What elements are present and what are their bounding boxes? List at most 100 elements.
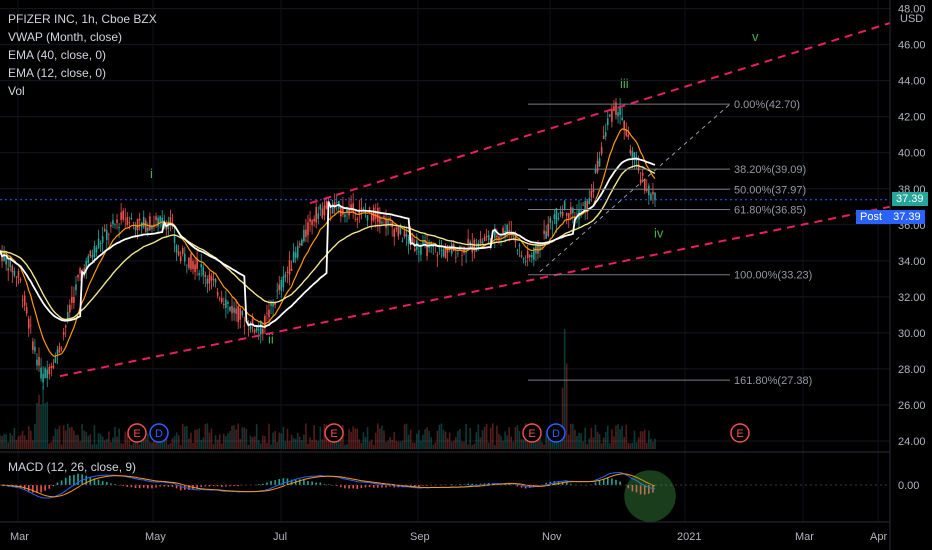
- candle-body: [317, 213, 320, 219]
- macd-histogram-bar: [155, 485, 157, 488]
- y-tick-label: 40.00: [898, 148, 926, 160]
- macd-histogram-bar: [606, 477, 609, 485]
- legend-vwap[interactable]: VWAP (Month, close): [8, 30, 123, 44]
- volume-bar: [266, 442, 268, 449]
- volume-bar: [223, 433, 225, 449]
- legend-ema40[interactable]: EMA (40, close, 0): [8, 48, 107, 62]
- volume-bar: [574, 429, 576, 449]
- candle-body: [547, 223, 550, 237]
- candle-body: [101, 236, 104, 243]
- macd-histogram-bar: [598, 480, 601, 485]
- volume-bar: [366, 427, 369, 449]
- volume-bar: [290, 434, 293, 449]
- volume-bar: [46, 401, 49, 449]
- volume-bar: [270, 444, 272, 449]
- macd-histogram-bar: [422, 485, 424, 486]
- volume-bar: [407, 434, 410, 449]
- macd-histogram-bar: [364, 485, 367, 488]
- candle-body: [335, 202, 338, 203]
- legend-vol[interactable]: Vol: [8, 84, 25, 98]
- macd-histogram-bar: [389, 485, 391, 487]
- candle-body: [407, 237, 410, 244]
- volume-bar: [344, 444, 346, 449]
- legend-ema12[interactable]: EMA (12, close, 0): [8, 66, 107, 80]
- candle-body: [313, 218, 315, 222]
- volume-bar: [294, 438, 297, 449]
- macd-histogram-bar: [204, 485, 207, 487]
- candle-body: [151, 225, 153, 229]
- candle-body: [253, 329, 256, 333]
- candle-body: [360, 207, 363, 209]
- macd-histogram-bar: [27, 485, 30, 492]
- volume-bar: [276, 442, 278, 449]
- volume-bar: [372, 444, 375, 449]
- volume-bar: [132, 442, 135, 449]
- candle-body: [381, 221, 383, 224]
- volume-bar: [212, 444, 215, 449]
- volume-bar: [249, 435, 252, 449]
- volume-bar: [15, 439, 18, 449]
- volume-bar: [171, 438, 174, 449]
- volume-bar: [296, 433, 299, 449]
- candle-body: [518, 245, 521, 247]
- y-tick-label: 30.00: [898, 328, 926, 340]
- volume-bar: [428, 430, 430, 449]
- volume-bar: [350, 431, 352, 449]
- candle-body: [629, 149, 632, 154]
- candle-body: [120, 212, 122, 221]
- volume-bar: [140, 436, 143, 449]
- candle-body: [44, 368, 46, 379]
- volume-bar: [200, 439, 203, 449]
- volume-bar: [594, 424, 597, 449]
- candle-body: [327, 200, 330, 202]
- candle-body: [502, 227, 504, 234]
- volume-bar: [190, 432, 192, 449]
- candle-body: [225, 299, 227, 309]
- volume-bar: [629, 443, 632, 449]
- volume-bar: [580, 433, 582, 449]
- candle-body: [69, 304, 71, 313]
- candle-body: [243, 325, 246, 327]
- symbol-title[interactable]: PFIZER INC, 1h, Cboe BZX: [8, 12, 157, 26]
- candle-body: [459, 246, 461, 248]
- candle-body: [598, 158, 601, 167]
- candle-body: [455, 257, 457, 258]
- candle-body: [198, 273, 200, 276]
- macd-histogram-bar: [615, 479, 617, 485]
- volume-bar: [218, 434, 221, 449]
- volume-bar: [485, 423, 488, 449]
- candle-body: [294, 252, 297, 258]
- candle-body: [639, 179, 642, 184]
- candle-body: [358, 209, 361, 215]
- volume-bar: [609, 443, 611, 449]
- volume-bar: [60, 444, 63, 449]
- candle-body: [643, 178, 646, 191]
- candle-body: [257, 329, 260, 331]
- candle-body: [348, 207, 350, 216]
- candle-body: [29, 324, 32, 326]
- volume-bar: [578, 432, 580, 449]
- volume-bar: [615, 425, 617, 449]
- volume-bar: [25, 439, 28, 449]
- upper-trendline: [309, 22, 891, 205]
- candle-body: [108, 234, 110, 235]
- candle-body: [126, 217, 129, 226]
- candle-body: [40, 367, 42, 379]
- candle-body: [444, 246, 447, 259]
- candle-body: [333, 202, 336, 209]
- volume-bar: [124, 431, 127, 449]
- candle-body: [122, 210, 124, 220]
- candle-body: [89, 250, 92, 257]
- volume-bar: [97, 433, 100, 449]
- macd-histogram-bar: [171, 485, 174, 487]
- volume-bar: [570, 423, 572, 449]
- macd-legend[interactable]: MACD (12, 26, close, 9): [8, 460, 137, 474]
- candle-body: [393, 229, 396, 237]
- candle-body: [87, 255, 90, 263]
- currency-label: USD: [900, 13, 923, 25]
- candle-body: [641, 172, 644, 176]
- macd-histogram-bar: [151, 485, 153, 489]
- volume-bar: [498, 433, 500, 449]
- candle-body: [114, 224, 116, 226]
